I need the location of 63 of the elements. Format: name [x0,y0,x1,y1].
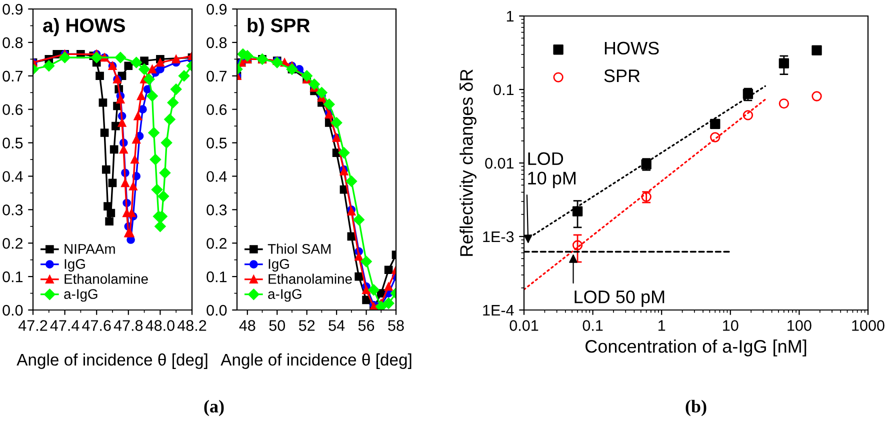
annotation: LOD 50 pM [574,290,664,307]
x-tick-label: 0.1 [582,320,603,331]
x-tick-label: 48.2 [177,320,206,331]
x-tick-label: 54 [328,320,345,331]
y-tick-label: 1E-4 [483,305,514,316]
x-tick-label: 48 [239,320,256,331]
x-tick-label: 100 [788,320,812,331]
legend-label: a-IgG [268,289,302,302]
legend-label: Thiol SAM [268,244,330,254]
x-tick-label: 47.8 [114,320,143,331]
chart-title: b) SPR [248,18,310,36]
legend-label: SPR [604,69,640,82]
x-axis-title: Angle of incidence θ [deg] [16,353,208,369]
y-tick-label: 0.4 [2,171,23,182]
x-tick-label: 48.0 [146,320,174,331]
y-tick-label: 1 [506,11,514,22]
y-tick-label: 0.9 [206,4,227,15]
y-tick-label: 0.7 [2,70,23,82]
y-tick-label: 0.1 [494,84,514,96]
y-tick-label: 0.8 [206,37,227,48]
x-tick-label: 47.2 [18,320,48,331]
y-tick-label: 0.7 [206,70,227,82]
y-tick-label: 0.6 [206,104,227,116]
y-tick-label: 0.9 [2,4,23,15]
y-tick-label: 0.5 [206,138,227,148]
y-tick-label: 1E-3 [483,231,514,242]
x-tick-label: 1000 [852,320,884,331]
x-tick-label: 1 [658,320,666,331]
y-tick-label: 0.6 [2,104,23,116]
legend-label: IgG [268,259,289,272]
y-tick-label: 0.1 [206,271,227,282]
x-tick-label: 47.6 [82,320,111,331]
legend-label: Ethanolamine [64,274,148,284]
legend-label: HOWS [604,42,659,55]
text: (b) [686,400,706,416]
x-tick-label: 10 [723,320,738,331]
y-tick-label: 0.0 [206,304,227,316]
x-tick-label: 50 [269,320,286,331]
y-tick-label: 0.4 [206,171,227,182]
chart-title: a) HOWS [43,18,125,36]
y-tick-label: 0.8 [2,37,23,48]
x-tick-label: 52 [298,320,315,331]
y-tick-label: 0.2 [206,238,227,249]
y-tick-label: 0.1 [2,271,23,282]
x-tick-label: 0.01 [510,320,538,331]
x-axis-title: Concentration of a-IgG [nM] [586,340,806,356]
annotation: LOD 10 pM [528,152,576,188]
legend-label: Ethanolamine [268,274,352,284]
text: (a) [204,400,224,416]
x-tick-label: 56 [358,320,374,331]
y-tick-label: 0.01 [485,158,514,169]
y-tick-label: 0.3 [206,204,227,216]
legend-label: a-IgG [64,289,98,302]
x-tick-label: 58 [388,320,404,331]
y-tick-label: 0.3 [2,204,23,216]
y-tick-label: 0.2 [2,238,23,249]
x-tick-label: 47.4 [50,320,80,331]
x-axis-title: Angle of incidence θ [deg] [220,353,412,369]
y-axis-title: Reflectivity changes δR [460,69,476,256]
y-tick-label: 0.5 [2,138,23,148]
legend-label: NIPAAm [64,244,115,254]
legend-label: IgG [64,259,85,272]
y-tick-label: 0.0 [2,304,23,316]
